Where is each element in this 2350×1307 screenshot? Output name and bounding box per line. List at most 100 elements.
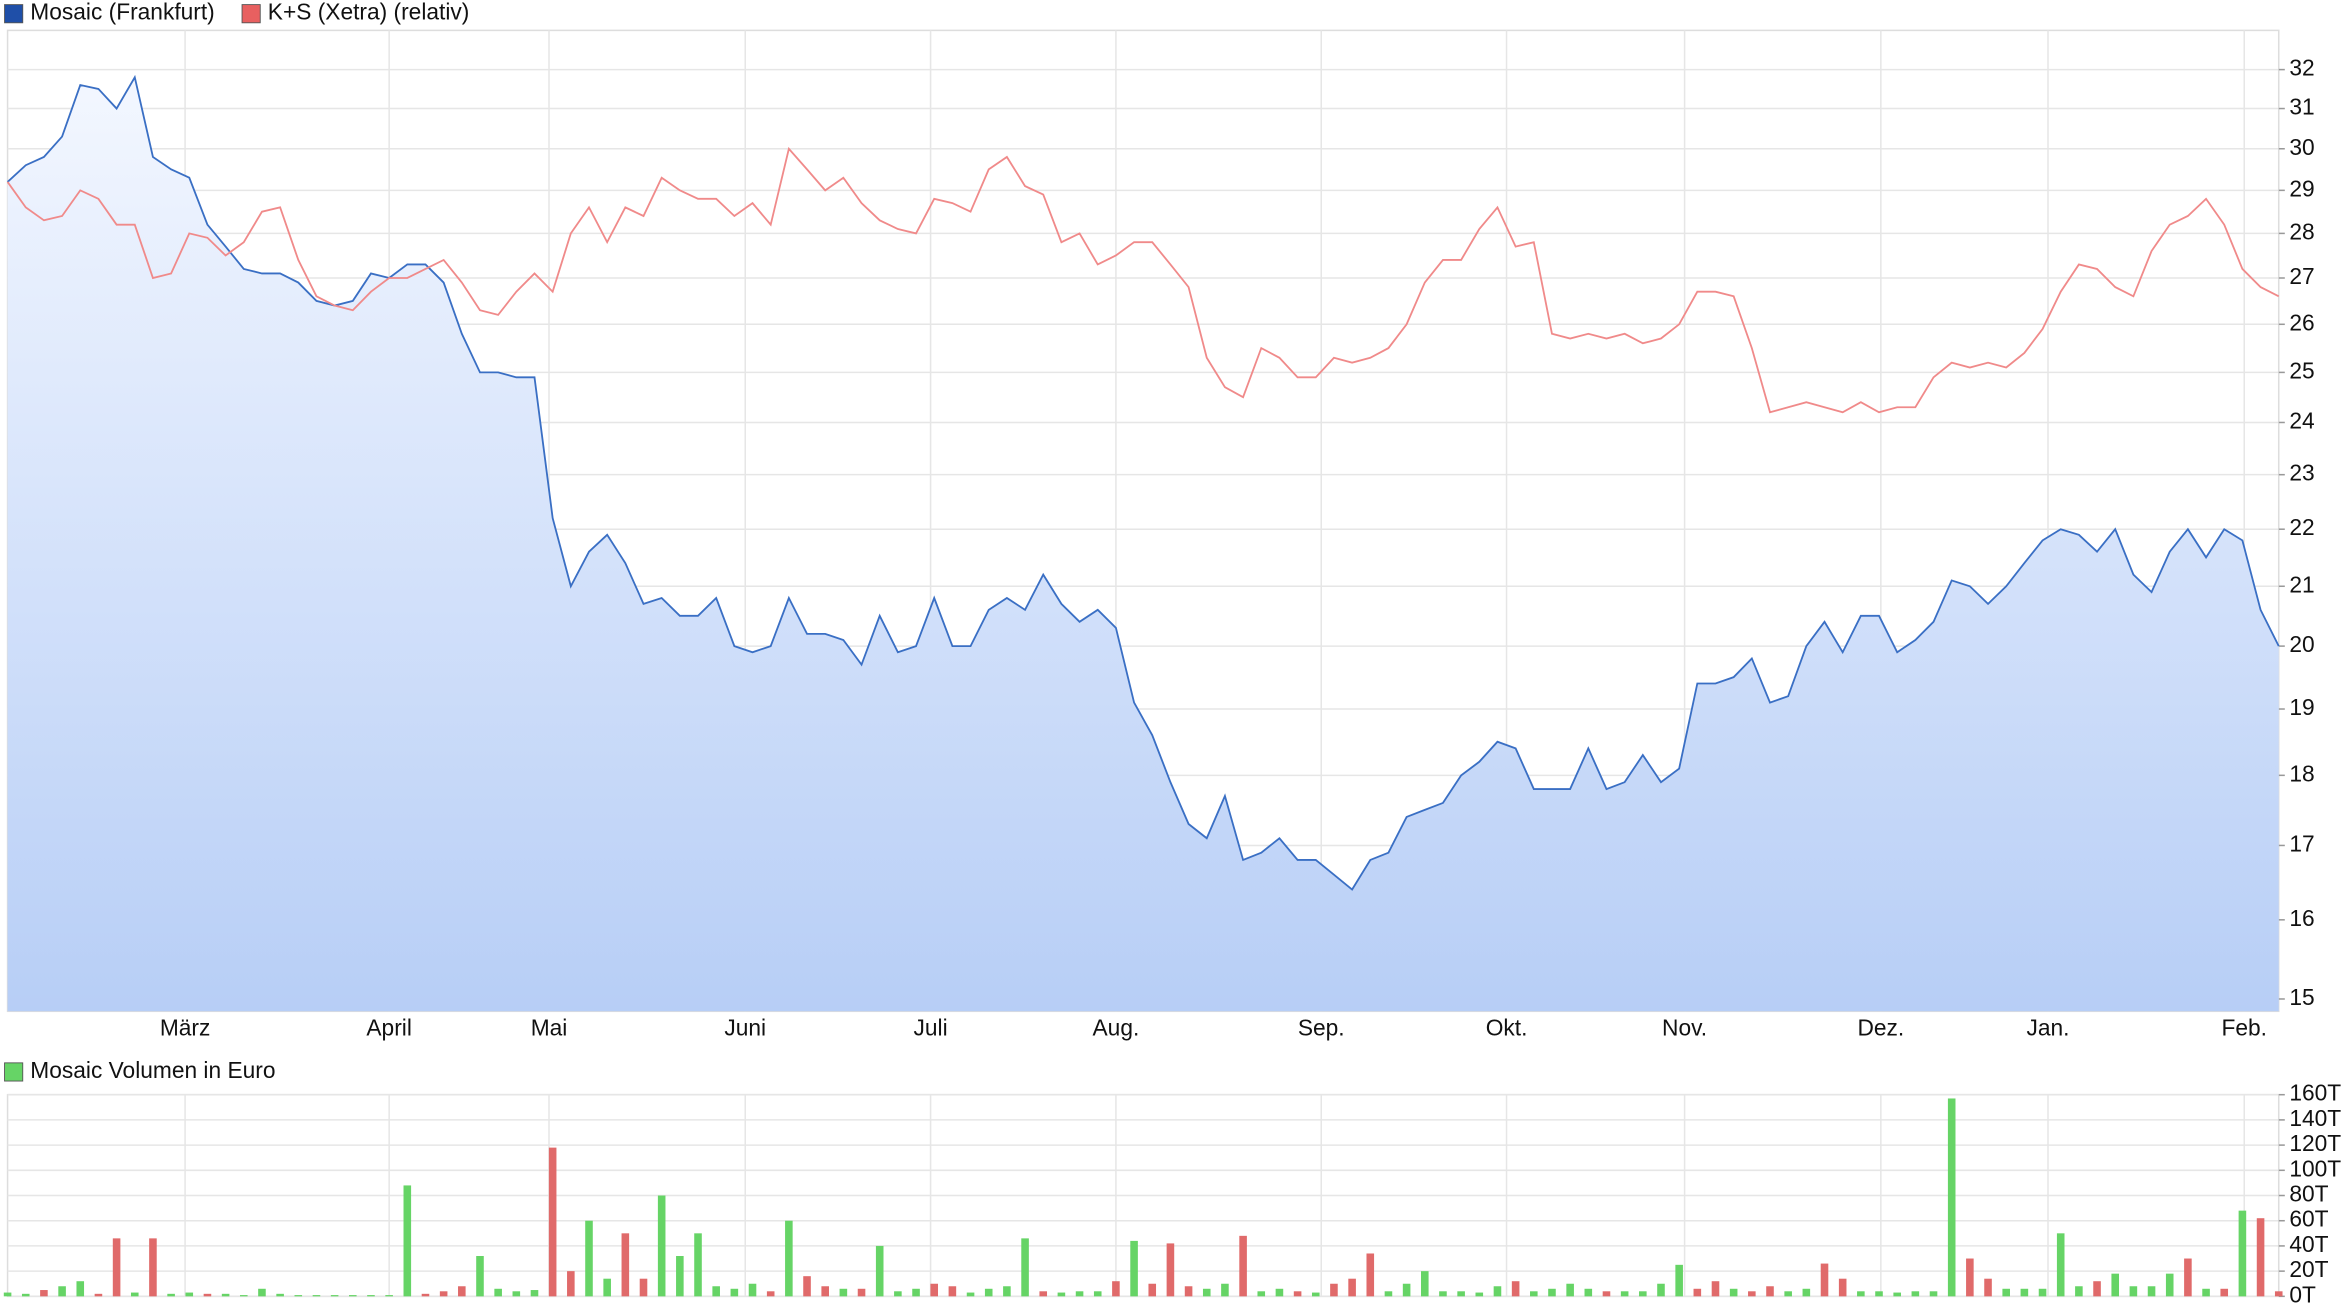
x-tick-label: Sep. — [1298, 1015, 1345, 1041]
y-tick-label: 20 — [2289, 631, 2314, 657]
y-tick-label: 140T — [2289, 1105, 2341, 1131]
y-tick-label: 100T — [2289, 1155, 2341, 1181]
bar — [2274, 1291, 2283, 1297]
bar — [1802, 1288, 1811, 1297]
bar — [676, 1256, 684, 1297]
y-tick-label: 25 — [2289, 357, 2314, 383]
y-tick-label: 120T — [2289, 1130, 2341, 1156]
bar — [2038, 1288, 2047, 1297]
bar — [1257, 1291, 1266, 1297]
bar — [875, 1245, 884, 1297]
legend-swatch — [241, 4, 261, 24]
bar — [1402, 1283, 1411, 1297]
bar — [1748, 1291, 1756, 1297]
bar — [694, 1233, 702, 1297]
bar — [1584, 1288, 1593, 1297]
bar — [1838, 1278, 1847, 1297]
y-tick-label: 23 — [2289, 460, 2314, 486]
bar — [2111, 1273, 2120, 1297]
legend-swatch — [4, 4, 24, 24]
line — [6, 74, 2280, 891]
bar — [1530, 1291, 1538, 1297]
bar — [1675, 1264, 1683, 1297]
y-tick-label: 20T — [2289, 1256, 2328, 1282]
legend-swatch — [4, 1062, 24, 1082]
y-tick-label: 60T — [2289, 1206, 2328, 1232]
bar — [185, 1292, 194, 1297]
bar — [221, 1293, 230, 1297]
bar — [839, 1288, 848, 1297]
bar — [458, 1286, 466, 1297]
y-tick-label: 22 — [2289, 514, 2314, 540]
bar — [58, 1286, 66, 1297]
bar — [203, 1293, 212, 1297]
bar — [1947, 1098, 1956, 1297]
bar — [512, 1291, 521, 1297]
y-tick-label: 28 — [2289, 218, 2314, 244]
x-tick-label: Feb. — [2221, 1015, 2267, 1041]
bar — [1620, 1291, 1629, 1297]
bar — [40, 1290, 48, 1297]
bar — [857, 1288, 866, 1297]
bar — [548, 1147, 557, 1297]
x-tick-label: Dez. — [1857, 1015, 1904, 1041]
bar — [1221, 1283, 1229, 1297]
y-tick-label: 19 — [2289, 694, 2314, 720]
bar — [2184, 1258, 2192, 1297]
bar — [1548, 1288, 1556, 1297]
bar — [1639, 1291, 1647, 1297]
bar — [367, 1295, 375, 1297]
bar — [349, 1295, 357, 1297]
bar — [1166, 1243, 1175, 1297]
y-tick-label: 32 — [2289, 55, 2314, 81]
bar — [1021, 1238, 1029, 1297]
bar — [1966, 1258, 1974, 1297]
bar — [239, 1295, 248, 1297]
bar — [1003, 1286, 1011, 1297]
x-tick-label: März — [160, 1015, 211, 1041]
bar — [21, 1293, 30, 1297]
bar — [1984, 1278, 1992, 1297]
bar — [330, 1295, 339, 1297]
bar — [730, 1288, 739, 1297]
x-tick-label: Jan. — [2026, 1015, 2069, 1041]
bar — [1457, 1291, 1465, 1297]
bar — [2220, 1288, 2229, 1297]
bar — [439, 1291, 448, 1297]
bar — [1420, 1271, 1429, 1297]
y-tick-label: 0T — [2289, 1281, 2316, 1307]
bar — [1729, 1288, 1738, 1297]
bar — [2093, 1281, 2101, 1297]
bar — [1657, 1283, 1665, 1297]
x-tick-label: Nov. — [1662, 1015, 1707, 1041]
x-tick-label: Okt. — [1486, 1015, 1528, 1041]
bar — [984, 1288, 993, 1297]
y-tick-label: 31 — [2289, 94, 2314, 120]
bar — [1202, 1288, 1211, 1297]
x-tick-label: Aug. — [1093, 1015, 1140, 1041]
bar — [1475, 1292, 1484, 1297]
bar — [803, 1276, 811, 1297]
y-tick-label: 17 — [2289, 830, 2314, 856]
bar — [821, 1286, 829, 1297]
y-tick-label: 80T — [2289, 1181, 2328, 1207]
x-tick-label: Mai — [531, 1015, 568, 1041]
y-tick-label: 27 — [2289, 263, 2314, 289]
bar — [1057, 1292, 1066, 1297]
bar — [1602, 1291, 1611, 1297]
y-tick-label: 16 — [2289, 905, 2314, 931]
bar — [1820, 1263, 1829, 1297]
bar — [2165, 1273, 2174, 1297]
x-tick-label: Juni — [724, 1015, 766, 1041]
y-tick-label: 30 — [2289, 134, 2314, 160]
bar — [1330, 1283, 1338, 1297]
bar — [3, 1292, 12, 1297]
bar — [1875, 1291, 1883, 1297]
bar — [1511, 1281, 1520, 1297]
bar — [1039, 1291, 1048, 1297]
bar — [258, 1288, 266, 1297]
bar — [2075, 1286, 2083, 1297]
bar — [385, 1295, 393, 1297]
